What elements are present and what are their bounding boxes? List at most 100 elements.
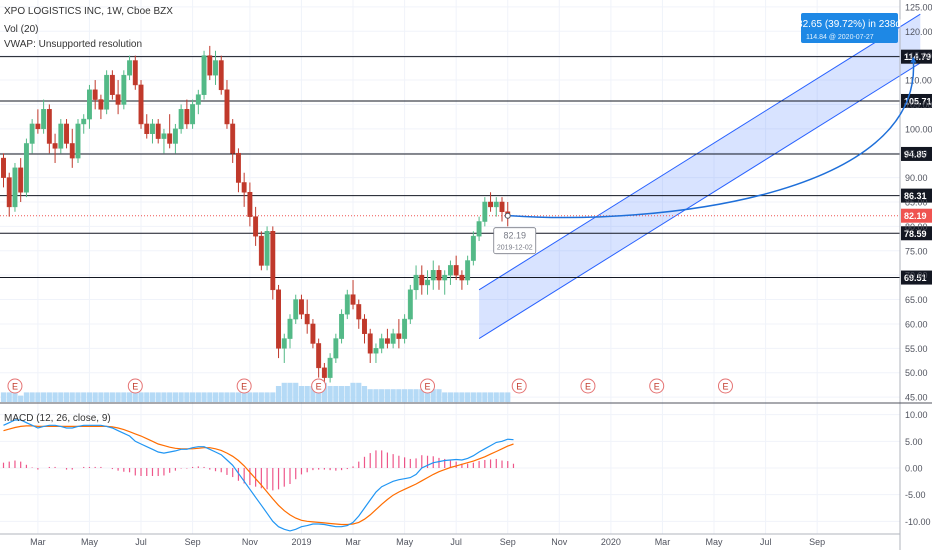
volume-bar: [396, 389, 402, 402]
candle-body: [104, 74, 110, 110]
level-label-bg: [901, 226, 932, 241]
volume-bar: [184, 392, 190, 402]
grid: [0, 0, 900, 534]
time-tick-label: Nov: [242, 537, 259, 547]
candle-body: [470, 235, 476, 261]
volume-bar: [75, 392, 81, 402]
volume-bar: [149, 392, 156, 402]
regression-channel: [478, 13, 921, 340]
time-tick-label: Sep: [185, 537, 201, 547]
candle-body: [109, 74, 115, 95]
candle-body: [213, 60, 218, 76]
candle-body: [430, 270, 436, 281]
candle-body: [442, 274, 448, 281]
legend-macd: MACD (12, 26, close, 9): [4, 413, 111, 424]
volume-bar: [132, 392, 138, 402]
volume-bar: [121, 392, 127, 402]
volume-bar: [465, 392, 471, 402]
signal-line: [3, 425, 514, 526]
candle-body: [373, 348, 379, 354]
candle-body: [115, 94, 121, 105]
volume-bar: [424, 389, 431, 402]
candles: [1, 45, 511, 388]
candle-body: [87, 89, 92, 120]
volume-bar: [29, 392, 35, 402]
level-label: 94.85: [904, 149, 927, 159]
candle-body: [367, 333, 373, 354]
candle-body: [201, 55, 207, 95]
candle-body: [362, 318, 367, 334]
level-label-bg: [901, 188, 932, 203]
candle-body: [293, 299, 299, 320]
volume-bar: [46, 392, 52, 402]
candle-body: [127, 60, 133, 76]
earnings-marker: [580, 378, 596, 394]
target-detail-text: 114.84 @ 2020-07-27: [806, 34, 874, 41]
earnings-marker-label: E: [722, 382, 728, 392]
candle-body: [413, 274, 419, 291]
legend-symbol: XPO LOGISTICS INC, 1W, Cboe BZX: [4, 6, 173, 17]
volume-bar: [35, 392, 41, 402]
candle-body: [384, 338, 390, 344]
candle-body: [316, 343, 322, 369]
candle-body: [155, 123, 161, 139]
candle-body: [310, 323, 316, 344]
volume-bar: [373, 389, 379, 402]
level-label-bg: [901, 270, 932, 285]
candle-body: [350, 294, 356, 305]
volume-bar: [402, 389, 408, 402]
candle-body: [253, 216, 259, 237]
cursor-callout-bg: [493, 227, 537, 255]
channel-fill: [479, 14, 921, 339]
volume-bar: [104, 392, 110, 402]
level-label: 78.59: [904, 229, 927, 239]
macd-line: [3, 419, 514, 532]
candle-body: [172, 128, 178, 144]
volume-bar: [207, 392, 213, 402]
price-tick-label: 110.00: [905, 76, 932, 86]
volume-bar: [344, 386, 350, 402]
target-label-bg: [801, 13, 898, 43]
volume-bar: [86, 392, 93, 402]
earnings-marker-label: E: [132, 382, 138, 392]
volume-bar: [482, 392, 488, 402]
projection-arc: [510, 59, 915, 219]
earnings-marker: [7, 378, 23, 394]
level-label: 69.51: [904, 273, 927, 283]
candle-body: [69, 143, 75, 159]
volume-bar: [333, 386, 339, 402]
volume-bar: [430, 389, 436, 402]
earnings-marker-label: E: [12, 382, 18, 392]
volume-bar: [224, 392, 230, 402]
volume-bar: [126, 392, 133, 402]
candle-body: [58, 123, 64, 149]
volume-bar: [275, 386, 282, 402]
candle-body: [465, 260, 471, 281]
volume-bar: [52, 392, 58, 402]
annotations: 82.19 2019-12-02 32.65 (39.72%) in 238d 114…: [493, 13, 917, 255]
earnings-marker: [311, 378, 327, 394]
candle-body: [276, 289, 281, 349]
candle-body: [447, 265, 453, 276]
volume-bar: [499, 392, 505, 402]
candle-body: [230, 123, 236, 154]
candle-body: [218, 60, 224, 91]
candle-body: [425, 279, 430, 286]
price-tick-label: 60.00: [905, 319, 928, 329]
volume-bar: [436, 389, 442, 402]
volume-bar: [58, 392, 64, 402]
volume-bar: [327, 386, 333, 402]
volume-bar: [63, 392, 70, 402]
price-tick-label: 45.00: [905, 393, 928, 403]
candle-body: [419, 274, 425, 286]
candle-body: [144, 123, 150, 134]
candle-body: [41, 109, 47, 130]
price-tick-label: 125.00: [905, 2, 932, 12]
earnings-marker-label: E: [654, 382, 660, 392]
horizontal-levels: 114.79 105.71 94.85 86.31 78.59 69.51 82.19: [0, 49, 932, 285]
candle-body: [224, 89, 230, 125]
time-tick-label: May: [706, 537, 724, 547]
